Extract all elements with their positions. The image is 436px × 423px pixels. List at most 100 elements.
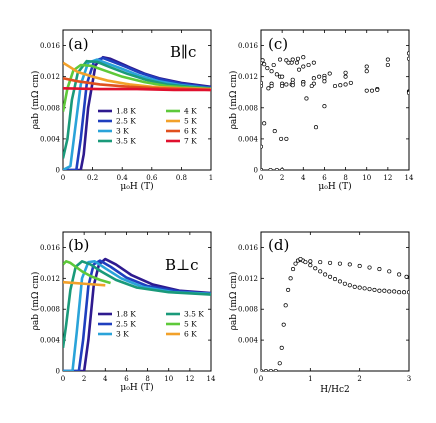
y-tick-label: 0.016 bbox=[238, 244, 259, 252]
data-point bbox=[357, 285, 362, 290]
x-tick-label: 4 bbox=[301, 174, 306, 182]
data-point bbox=[290, 57, 295, 62]
legend-label: 1.8 K bbox=[116, 310, 136, 319]
panel-3-plot: 0 2 4 6 8 10 12 14 0 0.004 0.008 0.012 0.016 bbox=[238, 30, 414, 182]
data-point bbox=[269, 69, 274, 74]
data-point bbox=[265, 66, 270, 71]
data-point bbox=[372, 287, 377, 292]
data-point bbox=[327, 71, 332, 76]
legend-label: 2.5 K bbox=[116, 117, 136, 126]
x-tick-label: 1 bbox=[209, 174, 213, 182]
series-line-2 bbox=[63, 58, 211, 170]
panel-b-ylabel: ρab (mΩ cm) bbox=[30, 272, 41, 331]
data-point bbox=[352, 284, 357, 289]
data-point bbox=[268, 368, 273, 371]
panel-1-series bbox=[63, 55, 211, 170]
y-tick-label: 0.004 bbox=[238, 337, 259, 345]
data-point bbox=[328, 260, 333, 265]
legend-label: 6 K bbox=[184, 127, 197, 136]
panel-a-orientation: B∥c bbox=[170, 43, 196, 61]
x-tick-label: 0.2 bbox=[87, 174, 98, 182]
x-tick-label: 1 bbox=[308, 375, 312, 383]
data-point bbox=[262, 121, 267, 126]
x-tick-label: 0.6 bbox=[146, 174, 158, 182]
data-point bbox=[397, 290, 402, 295]
panel-c-xlabel: μ₀H (T) bbox=[318, 181, 351, 192]
panel-a: (a) B∥c μ₀H (T) ρab (mΩ cm) bbox=[30, 29, 212, 192]
data-point bbox=[261, 368, 264, 371]
y-tick-label: 0.016 bbox=[40, 42, 61, 50]
data-point bbox=[322, 79, 327, 84]
series-line-4 bbox=[63, 63, 211, 112]
data-point bbox=[293, 261, 298, 266]
data-point bbox=[268, 167, 273, 170]
x-tick-label: 2 bbox=[82, 375, 86, 383]
data-point bbox=[280, 74, 285, 79]
x-tick-label: 3 bbox=[407, 375, 411, 383]
panel-a-xlabel: μ₀H (T) bbox=[120, 181, 153, 192]
legend-label: 3 K bbox=[116, 127, 129, 136]
data-point bbox=[347, 262, 352, 267]
data-point bbox=[301, 82, 306, 87]
data-point bbox=[362, 286, 367, 291]
data-point bbox=[382, 288, 387, 293]
data-point bbox=[343, 70, 348, 75]
x-tick-label: 14 bbox=[405, 174, 414, 182]
data-point bbox=[286, 60, 291, 65]
legend-label: 3 K bbox=[116, 330, 129, 339]
panel-3-series bbox=[261, 51, 409, 170]
data-point bbox=[387, 269, 392, 274]
x-tick-label: 14 bbox=[207, 375, 216, 383]
data-point bbox=[295, 56, 301, 61]
x-tick-label: 0 bbox=[61, 174, 65, 182]
data-point bbox=[298, 256, 303, 262]
data-point bbox=[406, 290, 409, 295]
panel-a-ylabel: ρab (mΩ cm) bbox=[30, 71, 41, 130]
data-point bbox=[337, 279, 342, 284]
data-point bbox=[279, 345, 284, 350]
y-tick-label: 0 bbox=[56, 167, 60, 175]
data-point bbox=[364, 64, 369, 69]
data-point bbox=[280, 83, 285, 89]
data-point bbox=[367, 265, 372, 270]
legend-label: 1.8 K bbox=[116, 107, 136, 116]
x-tick-label: 6 bbox=[322, 174, 327, 182]
data-point bbox=[294, 60, 299, 65]
panel-2-plot: 0 2 4 6 8 10 12 14 0 0.004 0.008 0.012 0.016 1.8 K2.5… bbox=[40, 232, 216, 383]
panel-b: (b) B⊥c μ₀H (T) ρab (mΩ cm) bbox=[30, 231, 212, 393]
data-point bbox=[311, 76, 316, 81]
data-point bbox=[404, 274, 409, 279]
data-point bbox=[323, 272, 328, 277]
legend-label: 3.5 K bbox=[116, 137, 136, 146]
data-point bbox=[385, 57, 390, 62]
panel-1-plot: 0 0.2 0.4 0.6 0.8 1 0 0.004 0.008 0.012 0.016 1.8 K… bbox=[40, 30, 213, 182]
data-point bbox=[297, 67, 302, 72]
x-tick-label: 6 bbox=[124, 375, 129, 383]
legend-label: 5 K bbox=[184, 117, 197, 126]
y-tick-label: 0.016 bbox=[40, 244, 61, 252]
data-point bbox=[261, 144, 264, 149]
data-point bbox=[332, 83, 338, 89]
data-point bbox=[387, 289, 392, 294]
x-tick-label: 0 bbox=[61, 375, 65, 383]
data-point bbox=[332, 277, 338, 282]
x-tick-label: 2 bbox=[280, 174, 284, 182]
data-point bbox=[392, 289, 397, 294]
data-point bbox=[262, 62, 267, 67]
panel-a-tag: (a) bbox=[68, 35, 89, 53]
data-point bbox=[364, 88, 369, 93]
x-tick-label: 0 bbox=[259, 174, 263, 182]
data-point bbox=[377, 288, 382, 293]
y-tick-label: 0.008 bbox=[40, 104, 60, 112]
panel-d-xlabel: H/Hc2 bbox=[320, 385, 350, 395]
data-point bbox=[288, 276, 293, 281]
data-point bbox=[308, 259, 313, 264]
data-point bbox=[328, 274, 333, 279]
panel-c: (c) μ₀H (T) ρab (mΩ cm) bbox=[228, 29, 410, 192]
legend-label: 3.5 K bbox=[184, 310, 204, 319]
data-point bbox=[313, 125, 319, 130]
data-point bbox=[281, 322, 286, 327]
y-tick-label: 0.016 bbox=[238, 42, 259, 50]
